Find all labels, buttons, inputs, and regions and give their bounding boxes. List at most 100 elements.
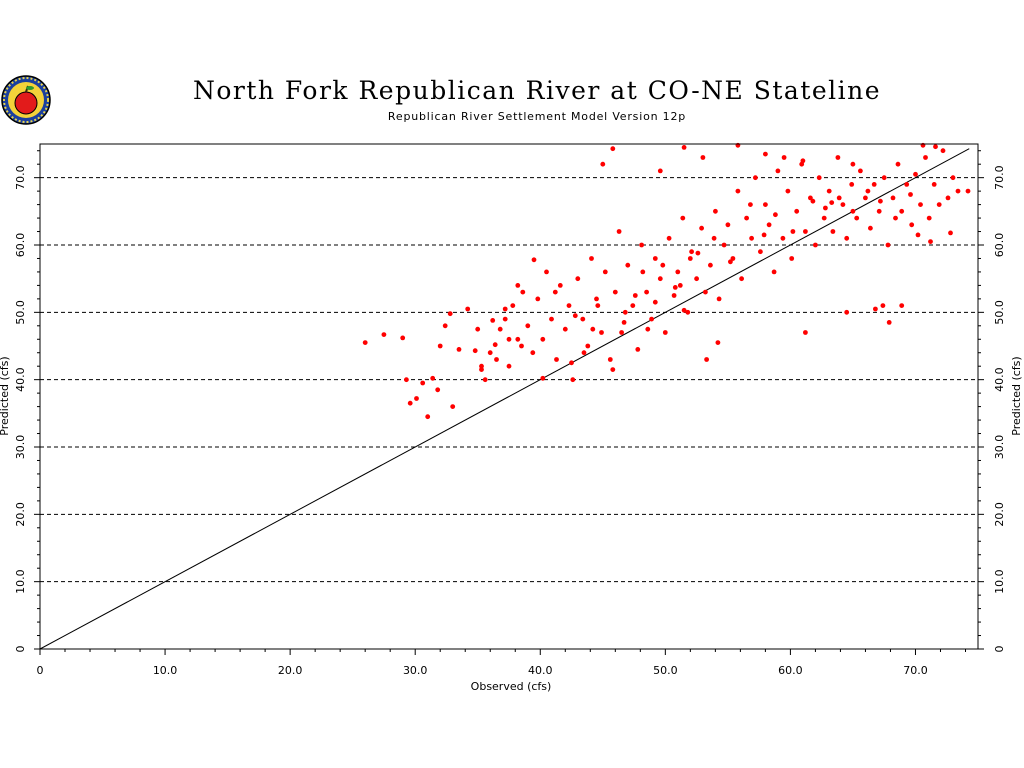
data-point	[880, 303, 886, 308]
data-point	[482, 377, 488, 383]
data-point	[771, 269, 777, 275]
data-point	[515, 283, 521, 288]
tick-labels: 0 10.0 20.0 30.0 40.0 50.0 60.0 70.0 0 0 10.0 10.0 2…	[14, 165, 1006, 677]
data-point	[915, 232, 921, 238]
data-point	[456, 347, 462, 352]
data-point	[506, 336, 512, 342]
data-point	[940, 148, 946, 154]
data-point	[675, 269, 681, 275]
data-point	[700, 155, 706, 160]
logo-seal	[0, 74, 52, 126]
data-point	[430, 375, 436, 381]
data-point	[635, 347, 641, 352]
data-point	[876, 208, 882, 214]
y-tick-label-right: 40.0	[993, 367, 1006, 392]
data-point	[863, 195, 868, 201]
data-point	[936, 202, 942, 208]
data-point	[830, 229, 836, 234]
data-point	[899, 208, 905, 214]
data-point	[549, 316, 554, 322]
data-point	[950, 175, 956, 181]
data-point	[566, 303, 572, 308]
data-point	[931, 182, 937, 187]
data-point	[965, 188, 971, 194]
data-point	[479, 367, 484, 372]
data-point	[699, 225, 704, 231]
y-axis-label-left: Predicted (cfs)	[0, 356, 11, 435]
data-point	[711, 235, 717, 241]
data-point	[681, 307, 687, 313]
data-point	[908, 192, 913, 197]
data-point	[761, 232, 767, 238]
data-point	[400, 335, 406, 341]
data-point	[840, 202, 846, 208]
data-point	[407, 400, 413, 406]
data-point	[873, 306, 878, 312]
data-point	[899, 303, 905, 308]
data-point	[948, 230, 953, 236]
data-point	[753, 175, 758, 181]
data-point	[520, 289, 526, 295]
data-point	[487, 350, 493, 356]
data-point	[619, 330, 624, 335]
y-axis-label-right: Predicted (cfs)	[1010, 356, 1023, 435]
data-point	[447, 311, 453, 317]
data-point	[881, 175, 887, 181]
data-point	[913, 171, 918, 177]
data-point	[585, 343, 591, 349]
data-point	[554, 357, 559, 362]
data-point	[850, 208, 856, 214]
data-point	[945, 195, 951, 201]
data-point	[813, 242, 818, 248]
data-point	[575, 276, 581, 282]
y-tick-label-left: 10.0	[14, 569, 27, 594]
data-point	[630, 303, 636, 308]
data-point	[519, 343, 524, 349]
data-point	[612, 289, 618, 295]
data-point	[570, 377, 576, 383]
data-point	[666, 235, 672, 241]
data-point	[955, 188, 961, 194]
data-point	[790, 229, 796, 234]
y-tick-label-right: 10.0	[993, 569, 1006, 594]
data-point	[599, 330, 604, 335]
data-point	[744, 215, 749, 221]
data-point	[878, 198, 883, 204]
data-point	[607, 357, 613, 362]
data-point	[494, 357, 499, 362]
data-point	[562, 326, 568, 332]
data-point	[492, 342, 498, 348]
axis-ticks	[34, 150, 984, 655]
data-point	[644, 289, 649, 295]
data-point	[540, 375, 546, 381]
y-tick-label-left: 70.0	[14, 165, 27, 190]
data-point	[404, 377, 409, 383]
data-point	[657, 276, 663, 282]
data-point	[713, 208, 718, 214]
data-point	[728, 259, 733, 265]
x-tick-label: 50.0	[653, 664, 678, 677]
chart-subtitle: Republican River Settlement Model Versio…	[387, 110, 687, 123]
data-point	[530, 350, 536, 356]
data-point	[703, 289, 708, 295]
data-point	[435, 387, 441, 393]
data-point	[540, 336, 546, 342]
x-tick-label: 60.0	[778, 664, 803, 677]
x-axis-label: Observed (cfs)	[471, 680, 552, 693]
data-point	[662, 330, 668, 335]
data-point	[904, 182, 910, 187]
y-tick-label-right: 30.0	[993, 435, 1006, 460]
data-point	[865, 188, 871, 194]
data-point	[781, 155, 787, 160]
y-tick-label-left: 50.0	[14, 300, 27, 325]
data-point	[381, 332, 387, 337]
data-point	[758, 249, 763, 255]
plot-frame	[39, 143, 979, 650]
data-point	[780, 235, 786, 241]
data-point	[414, 396, 419, 401]
data-point	[800, 158, 806, 164]
data-point	[657, 168, 663, 174]
data-point	[510, 303, 516, 308]
data-point	[362, 340, 368, 345]
